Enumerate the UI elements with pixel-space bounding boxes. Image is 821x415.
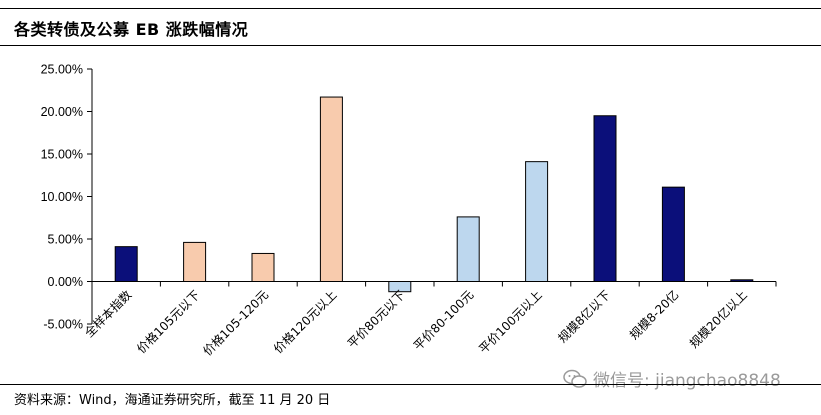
source-note: 资料来源：Wind，海通证券研究所，截至 11 月 20 日 (14, 393, 331, 408)
y-tick-label: 20.00% (41, 105, 83, 119)
bar (661, 186, 685, 282)
y-tick-label: 5.00% (48, 233, 83, 247)
x-category-label: 价格105元以下 (133, 287, 202, 356)
y-tick-label: -5.00% (43, 318, 83, 332)
y-tick-label: 0.00% (48, 275, 83, 289)
bar (114, 246, 138, 282)
bar (319, 96, 343, 282)
y-tick-label: 15.00% (41, 148, 83, 162)
bar-chart: -5.00% 0.00% 5.00% 10.00% 15.00% 20.00% 25.00%… (41, 63, 777, 359)
x-category-label: 规模8-20亿 (626, 287, 681, 342)
title-bottom-rule (0, 45, 821, 46)
bar (593, 115, 617, 282)
bar (251, 252, 275, 282)
title-top-rule (0, 8, 821, 9)
bar (183, 241, 207, 282)
x-category-label: 平价80-100元 (411, 288, 476, 353)
source-rule (0, 384, 821, 385)
x-category-label: 规模20亿以上 (686, 287, 750, 351)
bar (525, 161, 549, 282)
watermark-text: 微信号: jiangchao8848 (593, 371, 781, 391)
y-tick-label: 10.00% (41, 190, 83, 204)
bar (456, 216, 480, 282)
watermark: 微信号: jiangchao8848 (563, 366, 781, 391)
page-title: 各类转债及公募 EB 涨跌幅情况 (14, 20, 249, 39)
x-category-label: 价格120元以上 (270, 287, 339, 356)
y-tick-label: 25.00% (41, 63, 83, 77)
x-category-label: 价格105-120元 (200, 287, 272, 359)
wechat-icon (563, 369, 587, 388)
x-category-label: 规模8亿以下 (555, 287, 613, 345)
x-category-label: 全样本指数 (81, 287, 134, 340)
x-category-label: 平价80元以下 (345, 288, 408, 351)
x-category-label: 平价100元以上 (476, 288, 545, 357)
